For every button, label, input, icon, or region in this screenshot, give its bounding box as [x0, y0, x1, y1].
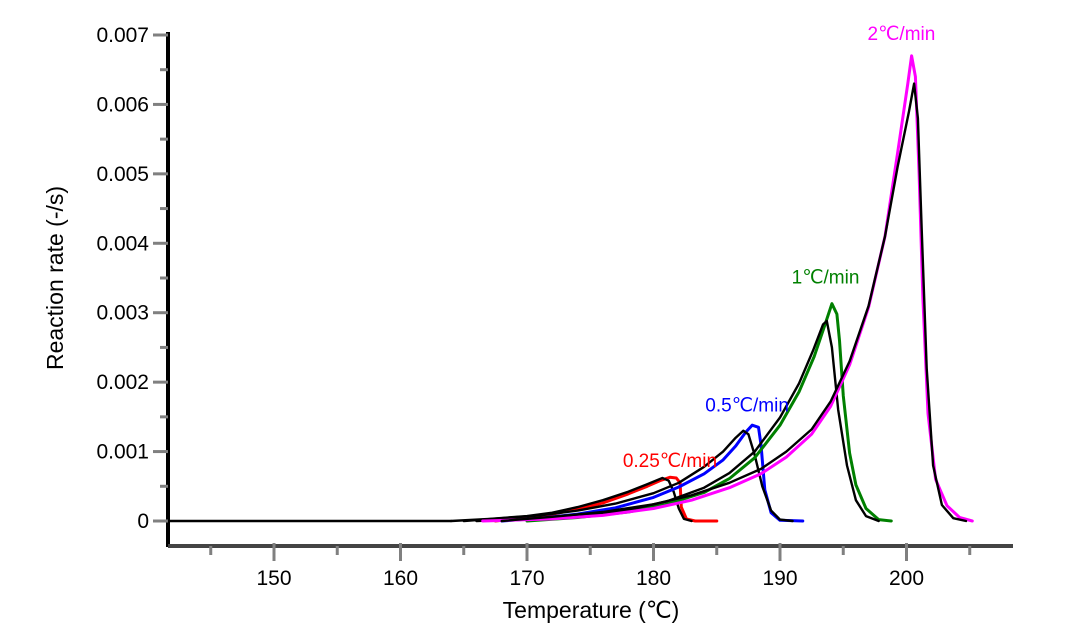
annotation-label: 0.25℃/min	[623, 451, 717, 472]
x-axis-title: Temperature (℃)	[503, 597, 680, 623]
x-tick-label: 160	[383, 567, 418, 590]
annotation-label: 1℃/min	[792, 268, 860, 289]
y-tick-label: 0.003	[96, 302, 149, 325]
series-line-2-min-model	[500, 82, 968, 523]
series-line-1-min-model	[475, 319, 880, 523]
x-tick-label: 150	[256, 567, 291, 590]
annotation-label: 2℃/min	[868, 24, 936, 45]
x-tick-label: 180	[636, 567, 671, 590]
x-tick-label: 170	[509, 567, 544, 590]
y-tick-label: 0.002	[96, 371, 149, 394]
annotation-label: 0.5℃/min	[705, 395, 789, 416]
y-axis-title: Reaction rate (-/s)	[42, 186, 68, 370]
series-line-2-min-experiment	[481, 54, 974, 523]
x-tick-label: 190	[762, 567, 797, 590]
y-tick-label: 0	[137, 510, 149, 533]
y-tick-label: 0.006	[96, 93, 149, 116]
series-line-1-min-experiment	[525, 302, 893, 523]
y-tick-label: 0.007	[96, 24, 149, 47]
y-tick-label: 0.004	[96, 232, 149, 255]
series-layer	[167, 54, 974, 523]
series-line-0-5-min-model	[462, 429, 794, 523]
annotations: 0.25℃/min 0.5℃/min 1℃/min 2℃/min	[623, 24, 936, 472]
x-tick-label: 200	[889, 567, 924, 590]
axes: 0 0.001 0.002 0.003 0.004 0.005 0.006 0.007 150 1…	[96, 24, 1013, 590]
y-tick-label: 0.001	[96, 441, 149, 464]
y-tick-label: 0.005	[96, 163, 149, 186]
